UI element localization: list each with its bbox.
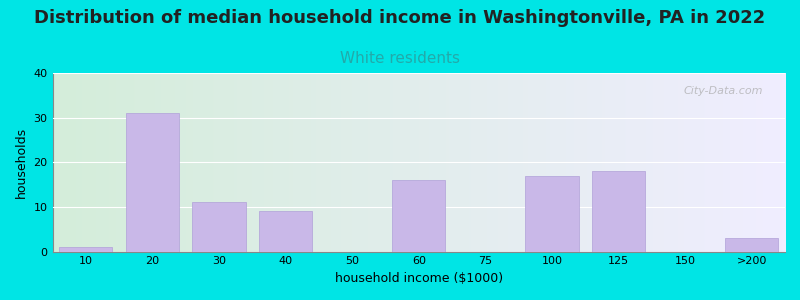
- Y-axis label: households: households: [15, 127, 28, 198]
- Bar: [526, 176, 578, 252]
- Bar: [126, 113, 179, 252]
- Bar: [259, 212, 312, 252]
- Text: City-Data.com: City-Data.com: [683, 85, 763, 95]
- Text: Distribution of median household income in Washingtonville, PA in 2022: Distribution of median household income …: [34, 9, 766, 27]
- Bar: [192, 202, 246, 252]
- Bar: [392, 180, 446, 252]
- Bar: [59, 247, 113, 252]
- Text: White residents: White residents: [340, 51, 460, 66]
- X-axis label: household income ($1000): household income ($1000): [334, 272, 503, 285]
- Bar: [592, 171, 645, 252]
- Bar: [725, 238, 778, 252]
